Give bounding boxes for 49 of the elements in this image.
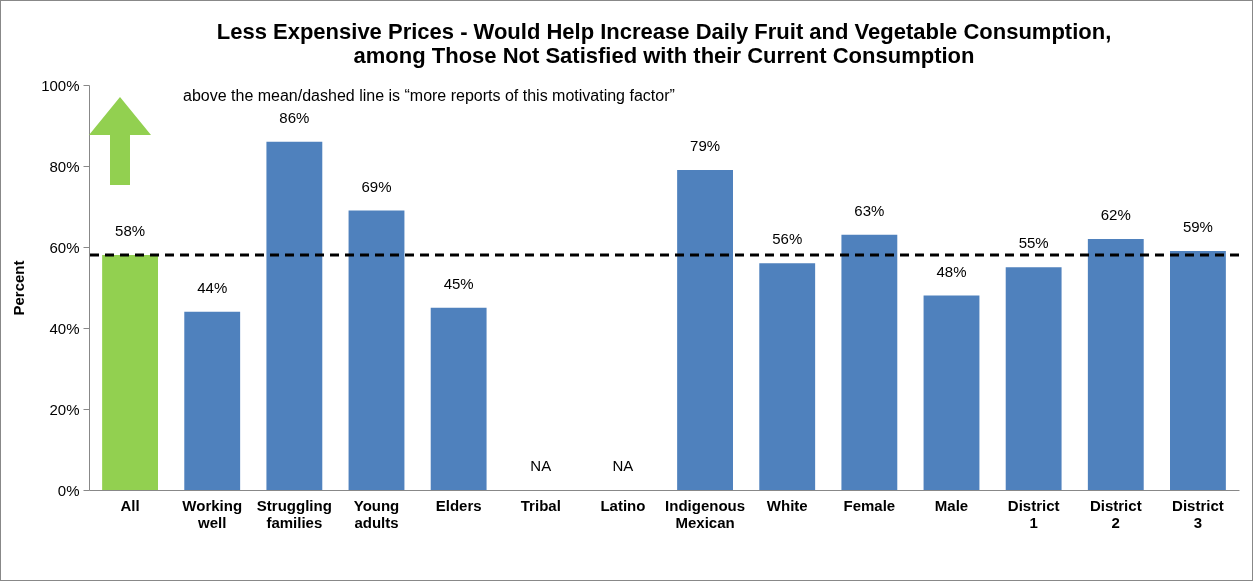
data-label: 58% (115, 222, 146, 240)
chart-title: Less Expensive Prices - Would Help Increase Daily Fruit and Vegetable Consumption, among Those Not Satisfied with their Current Consumption (216, 19, 1112, 68)
y-tick-label: 100% (41, 76, 80, 94)
x-tick-label: White (766, 496, 808, 514)
y-tick-label: 80% (49, 157, 80, 175)
data-label: 45% (443, 274, 474, 292)
bar (184, 311, 241, 490)
x-tick-label: District 1 (1007, 496, 1060, 531)
data-label: 44% (197, 278, 228, 296)
x-tick-label: Latino (600, 496, 646, 514)
bar (348, 210, 405, 490)
x-tick-label: Elders (435, 496, 482, 514)
x-tick-label: Struggling families (256, 496, 332, 531)
data-label: 63% (854, 201, 885, 219)
bar (266, 141, 323, 490)
x-tick-label: Tribal (520, 496, 561, 514)
x-tick-label: Working well (182, 496, 243, 531)
bar (1005, 267, 1062, 490)
text: NA (530, 457, 552, 474)
bar (1170, 251, 1226, 490)
x-tick-label: All (120, 496, 140, 514)
bar (1087, 238, 1144, 490)
bar (923, 295, 980, 490)
data-label: 59% (1182, 218, 1213, 236)
data-label: 56% (772, 230, 803, 248)
x-tick-label: District 2 (1089, 496, 1142, 531)
annotation: above the mean/dashed line is “more reports of this motivating factor” (183, 87, 675, 105)
data-label: 62% (1100, 205, 1131, 223)
bar (841, 234, 898, 490)
data-label: 48% (936, 262, 967, 280)
y-tick-label: 0% (57, 481, 80, 499)
x-tick-label: Male (934, 496, 969, 514)
y-tick-label: 40% (49, 319, 80, 337)
bar (677, 170, 733, 490)
data-label: 86% (279, 108, 310, 126)
data-label: 79% (690, 137, 721, 155)
data-label: 69% (361, 177, 392, 195)
x-tick-label: Young adults (353, 496, 400, 531)
bar (759, 263, 816, 490)
x-tick-label: Female (843, 496, 896, 514)
x-tick-label: Indigenous Mexican (665, 496, 746, 531)
y-axis-title: Percent (10, 260, 28, 316)
y-tick-label: 60% (49, 238, 80, 256)
bar (430, 307, 487, 490)
text: NA (612, 457, 634, 474)
data-label: 55% (1018, 234, 1049, 252)
x-tick-label: District 3 (1172, 496, 1224, 531)
bar (102, 255, 158, 490)
y-tick-label: 20% (49, 400, 80, 418)
